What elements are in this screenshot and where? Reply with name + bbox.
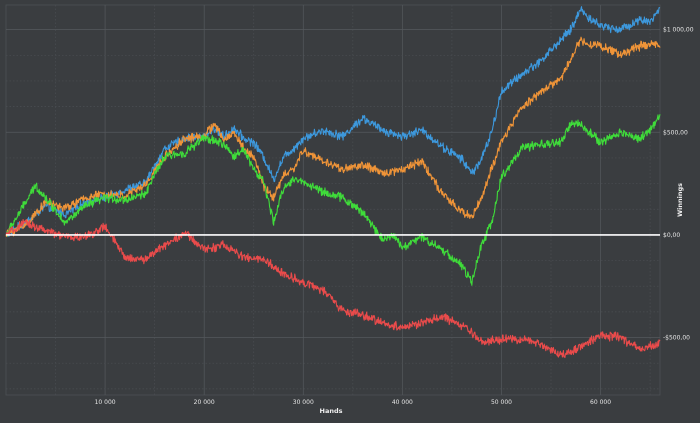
series-lines — [5, 6, 661, 359]
x-tick-label: 10 000 — [95, 399, 116, 406]
x-tick-label: 30 000 — [293, 399, 314, 406]
series-line-3 — [5, 114, 661, 286]
y-axis-title: Winnings — [676, 183, 684, 217]
y-tick-label: $1 000,00 — [663, 27, 694, 34]
series-line-1 — [5, 6, 661, 238]
series-line-2 — [5, 36, 661, 237]
plot-frame — [5, 4, 661, 396]
x-tick-label: 50 000 — [491, 399, 512, 406]
tick-labels: 10 000 20 000 30 000 40 000 50 000 60 000 $1 0… — [95, 27, 694, 406]
series-line-4 — [5, 218, 661, 359]
x-tick-label: 60 000 — [590, 399, 611, 406]
y-tick-label: $500,00 — [663, 129, 688, 136]
y-tick-label: $0,00 — [663, 232, 680, 239]
x-tick-label: 40 000 — [392, 399, 413, 406]
x-axis-title: Hands — [320, 407, 343, 415]
x-tick-label: 20 000 — [194, 399, 215, 406]
grid — [5, 4, 661, 396]
y-tick-label: -$500,00 — [663, 335, 690, 342]
